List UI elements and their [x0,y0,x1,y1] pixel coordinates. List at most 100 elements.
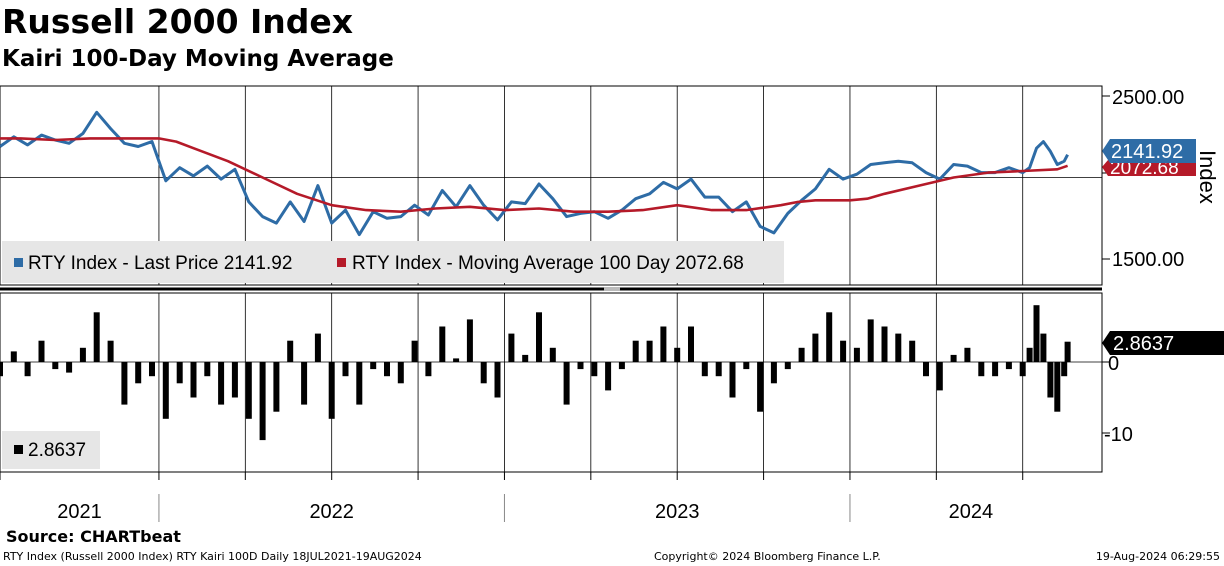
upper-series-layer [0,110,1069,237]
kairi-bar-35 [480,362,487,384]
x-year-label-2021: 2021 [57,501,102,523]
kairi-bar-16 [218,362,225,405]
y-tick-label-1500: 1500.00 [1112,249,1184,271]
kairi-bar-39 [536,312,542,362]
upper-legend-box [2,241,784,283]
kairi-bar-49 [674,347,681,362]
kairi-bar-0 [0,362,3,377]
kairi-bar-9 [121,362,128,405]
x-axis: 2021 2022 2023 2024 [0,471,1102,523]
kairi-bar-25 [342,362,349,377]
kairi-bar-26 [356,362,363,405]
kairi-bar-2 [24,362,31,377]
kairi-bar-37 [508,333,515,362]
kairi-bar-3 [38,340,45,362]
upper-plot-area [0,85,1103,286]
y-tick-label-2500: 2500.00 [1112,87,1184,109]
kairi-bar-38 [522,354,529,362]
kairi-bar-79 [1054,362,1061,412]
kairi-value-label: 2.8637 [1113,333,1174,355]
y-tick-label-0: 0 [1108,353,1119,375]
kairi-bar-13 [176,362,183,384]
kairi-bar-77 [1040,333,1047,362]
kairi-bar-48 [660,326,667,362]
chart-title: Russell 2000 Index [2,2,354,41]
price-value-tag: 2141.92 [1102,139,1196,163]
ma-value-label: 2072.68 [1110,158,1179,179]
kairi-bar-66 [909,340,916,362]
kairi-bar-63 [867,319,874,362]
kairi-bar-73 [1005,362,1012,370]
ma-value-tag: 2072.68 [1102,158,1196,179]
kairi-bar-52 [715,362,722,377]
lower-y-axis: 0 -10 [1102,353,1133,446]
kairi-bar-42 [577,362,584,370]
kairi-bar-6 [79,347,86,362]
kairi-bar-76 [1033,305,1040,362]
kairi-bar-56 [770,362,777,384]
legend-swatch-ma [337,258,346,267]
lower-legend: 2.8637 [2,431,100,469]
kairi-bar-20 [273,362,280,412]
kairi-bar-65 [895,333,902,362]
legend-label-kairi: 2.8637 [28,440,86,461]
kairi-bar-46 [632,340,639,362]
kairi-bar-58 [798,347,805,362]
kairi-bar-33 [453,358,460,362]
lower-bars-layer [0,305,1071,441]
kairi-bar-31 [425,362,432,377]
footer-copyright: Copyright© 2024 Bloomberg Finance L.P. [654,550,881,563]
kairi-bar-44 [605,362,612,391]
kairi-bar-74 [1019,362,1026,377]
kairi-bar-34 [466,319,473,362]
kairi-bar-14 [190,362,197,398]
kairi-bar-53 [729,362,736,398]
splitter-handle[interactable] [604,287,620,291]
kairi-bar-60 [826,312,833,362]
kairi-bar-7 [93,312,100,362]
kairi-bar-62 [853,347,860,362]
kairi-bar-72 [992,362,999,377]
kairi-bar-18 [245,362,252,419]
legend-label-ma: RTY Index - Moving Average 100 Day 2072.… [352,253,744,274]
kairi-bar-55 [757,362,764,412]
kairi-bar-43 [591,362,598,377]
kairi-bar-80 [1061,362,1068,377]
kairi-bar-32 [439,326,446,362]
kairi-bar-57 [784,362,791,370]
x-year-label-2023: 2023 [655,501,700,523]
kairi-bar-22 [301,362,308,405]
kairi-bar-17 [231,362,238,398]
price-value-label: 2141.92 [1111,141,1183,163]
moving-average-line [0,137,1069,213]
kairi-bar-15 [204,362,211,377]
kairi-bar-5 [66,362,73,373]
kairi-bar-19 [259,362,266,441]
kairi-bar-64 [881,326,888,362]
price-series-line [0,110,1069,237]
kairi-bar-54 [743,362,750,370]
chart-subtitle: Kairi 100-Day Moving Average [2,46,394,72]
upper-y-axis: 2500.00 1500.00 Index [1102,87,1220,271]
kairi-bar-24 [328,362,335,419]
kairi-bar-4 [52,362,59,370]
kairi-bar-67 [923,362,929,377]
kairi-value-tag: 2.8637 [1102,331,1224,355]
legend-swatch-kairi [14,445,23,454]
kairi-bar-41 [563,362,570,405]
upper-legend: RTY Index - Last Price 2141.92 RTY Index… [2,241,784,283]
source-note: Source: CHARTbeat [6,527,181,546]
kairi-bar-1 [10,351,17,362]
kairi-bar-36 [494,362,501,398]
kairi-bar-10 [135,362,142,384]
kairi-bar-59 [812,333,819,362]
kairi-bar-71 [978,362,985,377]
kairi-bar-29 [397,362,404,384]
legend-label-price: RTY Index - Last Price 2141.92 [28,253,292,274]
kairi-bar-11 [149,362,155,377]
footer-description: RTY Index (Russell 2000 Index) RTY Kairi… [3,550,422,563]
kairi-bar-47 [646,340,653,362]
kairi-bar-30 [411,340,418,362]
kairi-bar-28 [384,362,390,377]
